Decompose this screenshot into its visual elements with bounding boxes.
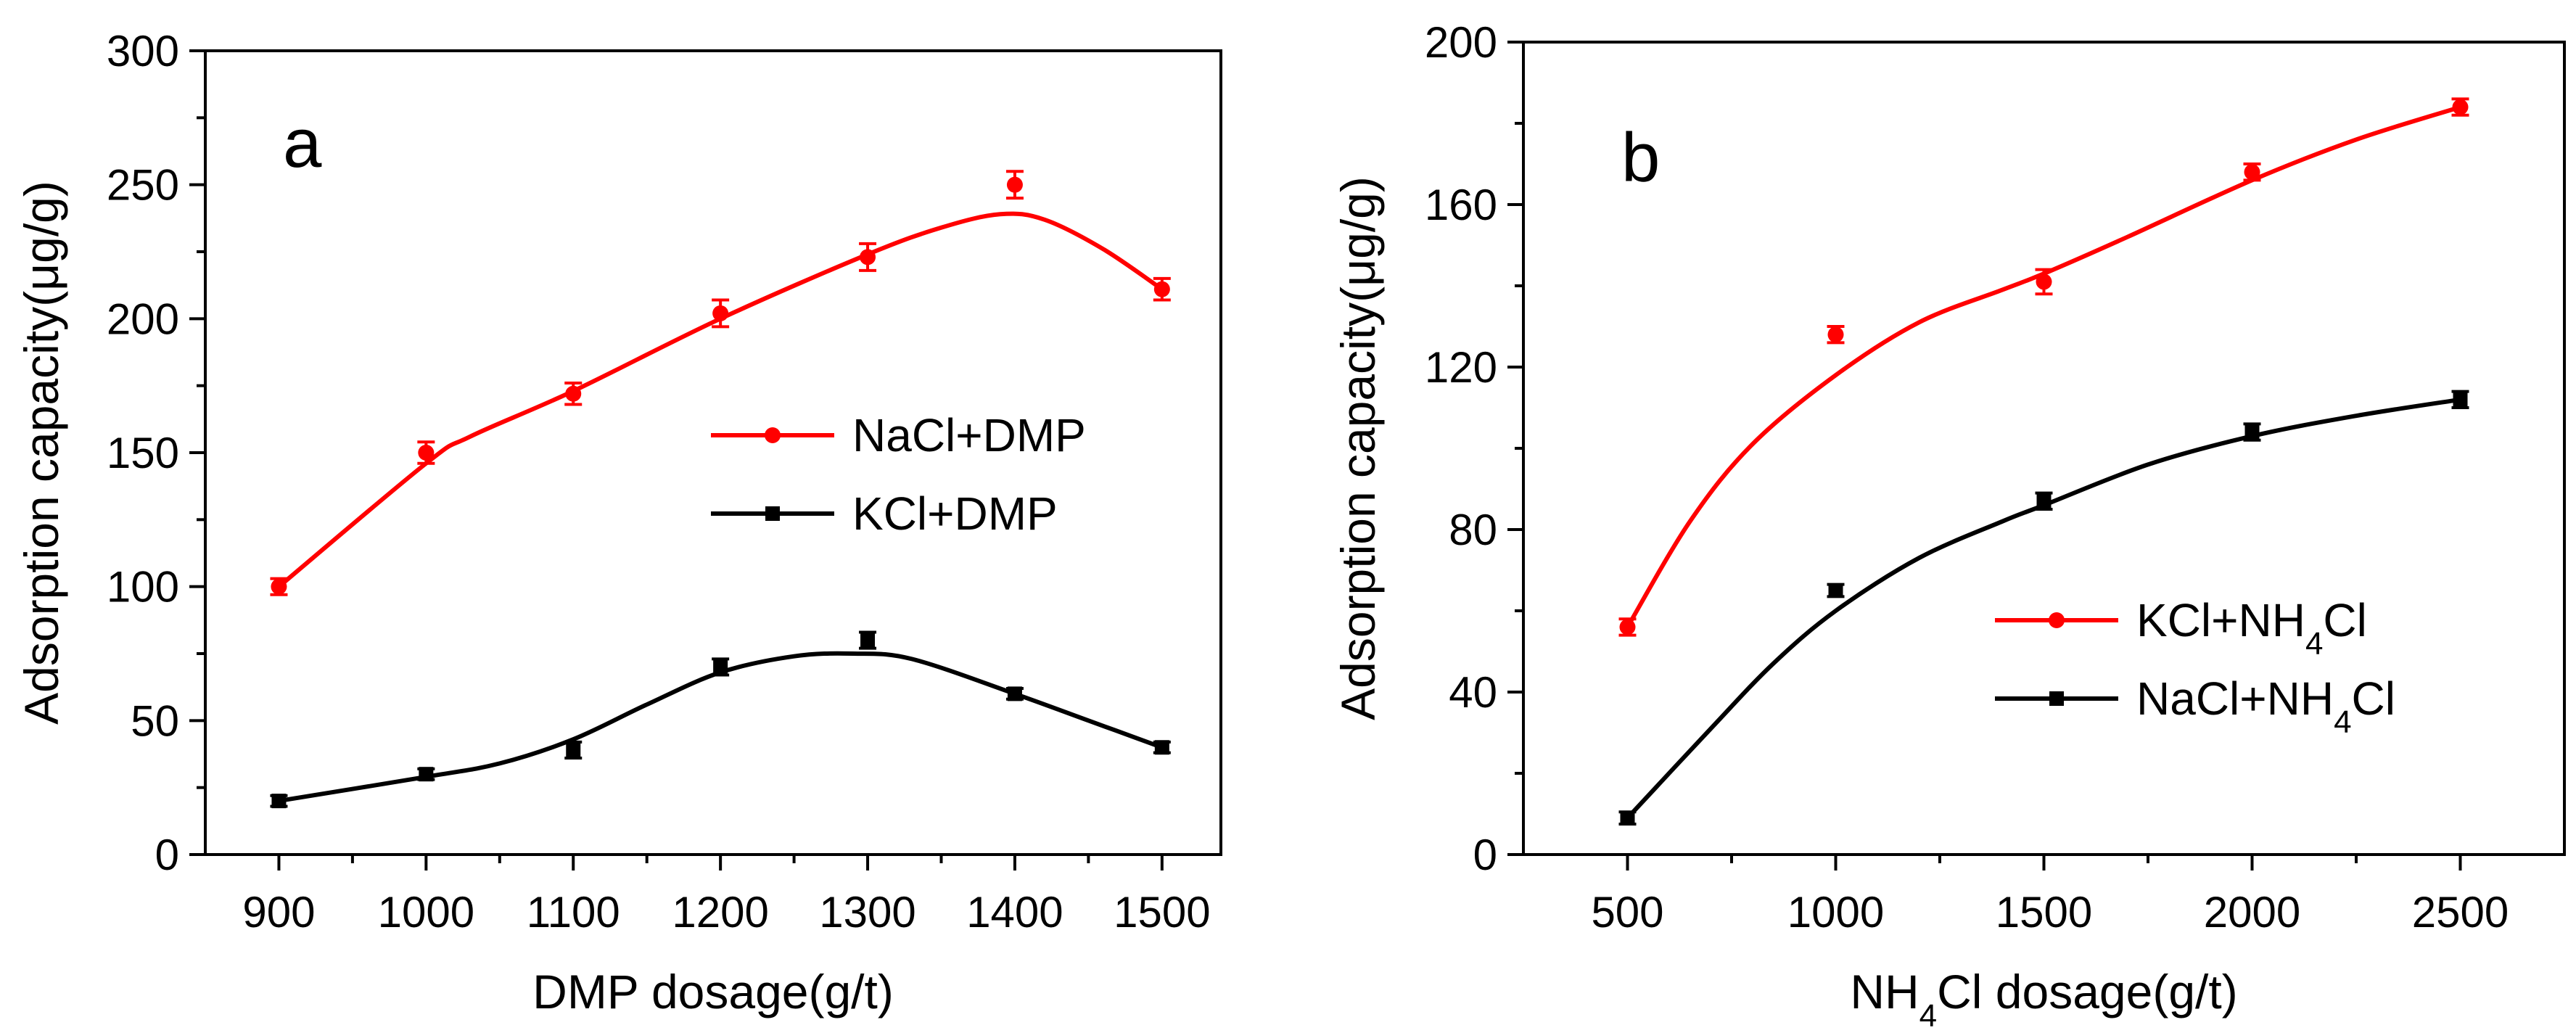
y-tick-label: 300 bbox=[107, 27, 179, 75]
series-NaCl+NH4Cl: NaCl+NH4Cl bbox=[1618, 390, 2469, 826]
series-NaCl+DMP: NaCl+DMP bbox=[270, 170, 1171, 596]
y-tick-label: 40 bbox=[1449, 668, 1497, 717]
legend-marker bbox=[765, 506, 780, 521]
y-axis-title: Adsorption capacity(μg/g) bbox=[15, 181, 68, 725]
y-tick-label: 0 bbox=[1473, 831, 1497, 879]
series-fit-line bbox=[1626, 397, 2461, 820]
series-KCl+DMP: KCl+DMP bbox=[270, 487, 1171, 809]
data-point bbox=[1154, 740, 1169, 755]
x-tick-label: 1100 bbox=[527, 888, 620, 937]
data-point bbox=[860, 249, 876, 266]
data-point bbox=[1620, 810, 1635, 826]
data-point bbox=[1827, 326, 1844, 343]
x-tick-label: 1200 bbox=[672, 888, 768, 937]
y-tick-label: 50 bbox=[131, 696, 179, 745]
plot-frame bbox=[1522, 41, 2566, 856]
y-tick-label: 0 bbox=[155, 831, 179, 879]
legend-label-subscript: 4 bbox=[2334, 704, 2351, 740]
x-axis-title-part: NH bbox=[1850, 965, 1919, 1018]
series-KCl+NH4Cl: KCl+NH4Cl bbox=[1618, 97, 2469, 662]
y-axis-title: Adsorption capacity(μg/g) bbox=[1331, 176, 1385, 720]
series-fit-line bbox=[1625, 104, 2461, 628]
y-tick-label: 150 bbox=[107, 429, 179, 477]
data-point bbox=[565, 385, 582, 402]
x-tick-label: 2000 bbox=[2204, 888, 2300, 937]
legend-label-part: KCl+DMP bbox=[852, 487, 1058, 540]
x-tick-label: 1500 bbox=[1996, 888, 2092, 937]
data-point bbox=[2036, 273, 2052, 290]
x-tick-label: 500 bbox=[1591, 888, 1663, 937]
data-point bbox=[418, 445, 435, 461]
y-tick-label: 80 bbox=[1449, 506, 1497, 554]
data-point bbox=[860, 633, 876, 648]
data-point bbox=[2244, 164, 2260, 181]
data-point bbox=[271, 578, 287, 595]
x-tick-label: 2500 bbox=[2412, 888, 2509, 937]
x-axis-title: DMP dosage(g/t) bbox=[532, 965, 894, 1018]
panel-letter: a bbox=[283, 104, 322, 182]
x-tick-label: 1500 bbox=[1114, 888, 1210, 937]
y-tick-label: 120 bbox=[1425, 343, 1497, 392]
legend-marker bbox=[2049, 691, 2064, 706]
x-tick-label: 1000 bbox=[1787, 888, 1884, 937]
legend-label-part: NaCl+NH bbox=[2136, 672, 2334, 725]
y-tick-label: 100 bbox=[107, 563, 179, 612]
data-point bbox=[2453, 392, 2468, 407]
y-tick-label: 160 bbox=[1425, 181, 1497, 229]
data-point bbox=[271, 794, 287, 809]
data-point bbox=[713, 659, 728, 675]
series-fit-line bbox=[277, 211, 1164, 589]
legend-marker bbox=[2049, 612, 2065, 628]
x-axis-title: NH4Cl dosage(g/t) bbox=[1850, 965, 2237, 1033]
legend-label-part: Cl bbox=[2323, 594, 2366, 646]
data-point bbox=[1828, 583, 1843, 598]
data-point bbox=[1007, 686, 1022, 701]
legend-label: NaCl+DMP bbox=[852, 409, 1086, 461]
data-point bbox=[1153, 281, 1170, 297]
legend-marker bbox=[765, 427, 781, 443]
data-point bbox=[712, 305, 729, 321]
data-point bbox=[2244, 424, 2260, 440]
y-tick-label: 200 bbox=[107, 295, 179, 343]
legend-label-part: NaCl+DMP bbox=[852, 409, 1086, 461]
data-point bbox=[1006, 176, 1023, 193]
x-tick-label: 1300 bbox=[819, 888, 915, 937]
legend-label: KCl+NH4Cl bbox=[2136, 594, 2367, 662]
legend-label: NaCl+NH4Cl bbox=[2136, 672, 2395, 740]
x-tick-label: 1000 bbox=[378, 888, 474, 937]
x-axis-title-subscript: 4 bbox=[1919, 998, 1937, 1033]
legend-label-part: KCl+NH bbox=[2136, 594, 2305, 646]
chart-panel-a: 900 1000 1100 1200 1300 1400 1500 0 50 100 150 200 2… bbox=[15, 27, 1222, 1018]
legend-label-part: Cl bbox=[2352, 672, 2395, 725]
data-point bbox=[1619, 619, 1636, 635]
data-point bbox=[2452, 99, 2469, 115]
data-point bbox=[2036, 493, 2052, 509]
x-axis-title-part: Cl dosage(g/t) bbox=[1937, 965, 2238, 1018]
data-point bbox=[566, 742, 581, 757]
legend-label: KCl+DMP bbox=[852, 487, 1058, 540]
y-tick-label: 250 bbox=[107, 161, 179, 210]
data-point bbox=[419, 767, 434, 782]
panel-letter: b bbox=[1621, 119, 1660, 197]
x-tick-label: 900 bbox=[242, 888, 315, 937]
x-tick-label: 1400 bbox=[966, 888, 1063, 937]
legend-label-subscript: 4 bbox=[2305, 626, 2323, 662]
y-tick-label: 200 bbox=[1425, 18, 1497, 67]
